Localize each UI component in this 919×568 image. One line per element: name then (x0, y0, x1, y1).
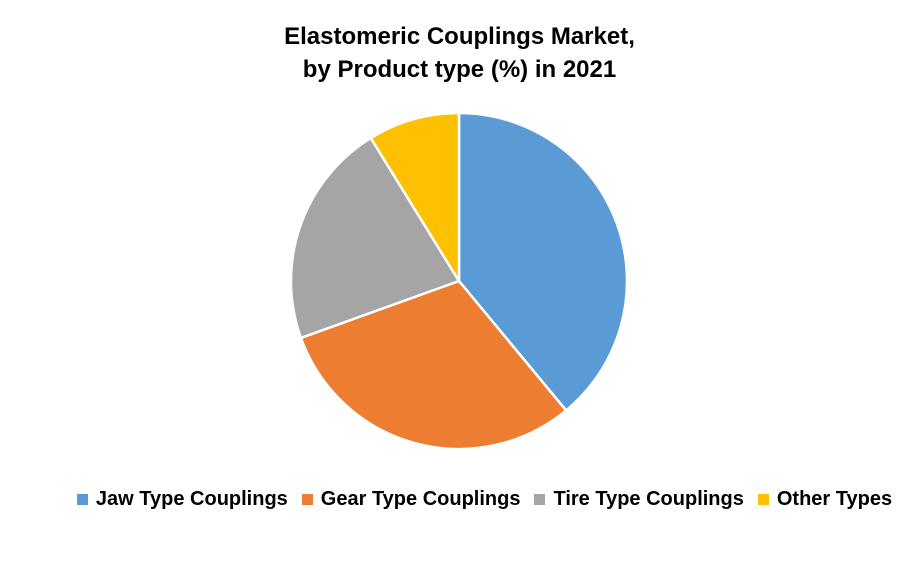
legend-swatch (534, 494, 546, 505)
title-line-1: Elastomeric Couplings Market, (284, 23, 635, 50)
legend: Jaw Type Couplings Gear Type Couplings Tir… (0, 488, 919, 511)
legend-swatch (301, 494, 313, 505)
legend-label: Jaw Type Couplings (95, 488, 288, 510)
title-line-2: by Product type (%) in 2021 (302, 56, 617, 83)
legend-item: Jaw Type Couplings (76, 488, 288, 511)
pie-slice-gear-type-couplings (299, 279, 568, 451)
legend-label: Gear Type Couplings (320, 488, 521, 510)
chart-title: Elastomeric Couplings Market, by Product… (0, 20, 919, 86)
pie-slice-jaw-type-couplings (457, 111, 629, 413)
legend-item: Tire Type Couplings (534, 488, 744, 511)
legend-label: Other Types (776, 488, 893, 510)
legend-label: Tire Type Couplings (553, 488, 744, 510)
legend-item: Other Types (757, 488, 893, 511)
legend-swatch (757, 494, 769, 505)
legend-item: Gear Type Couplings (301, 488, 521, 511)
pie-slice-other-types (369, 111, 461, 286)
pie-slice-tire-type-couplings (289, 136, 461, 340)
legend-swatch (76, 494, 88, 505)
